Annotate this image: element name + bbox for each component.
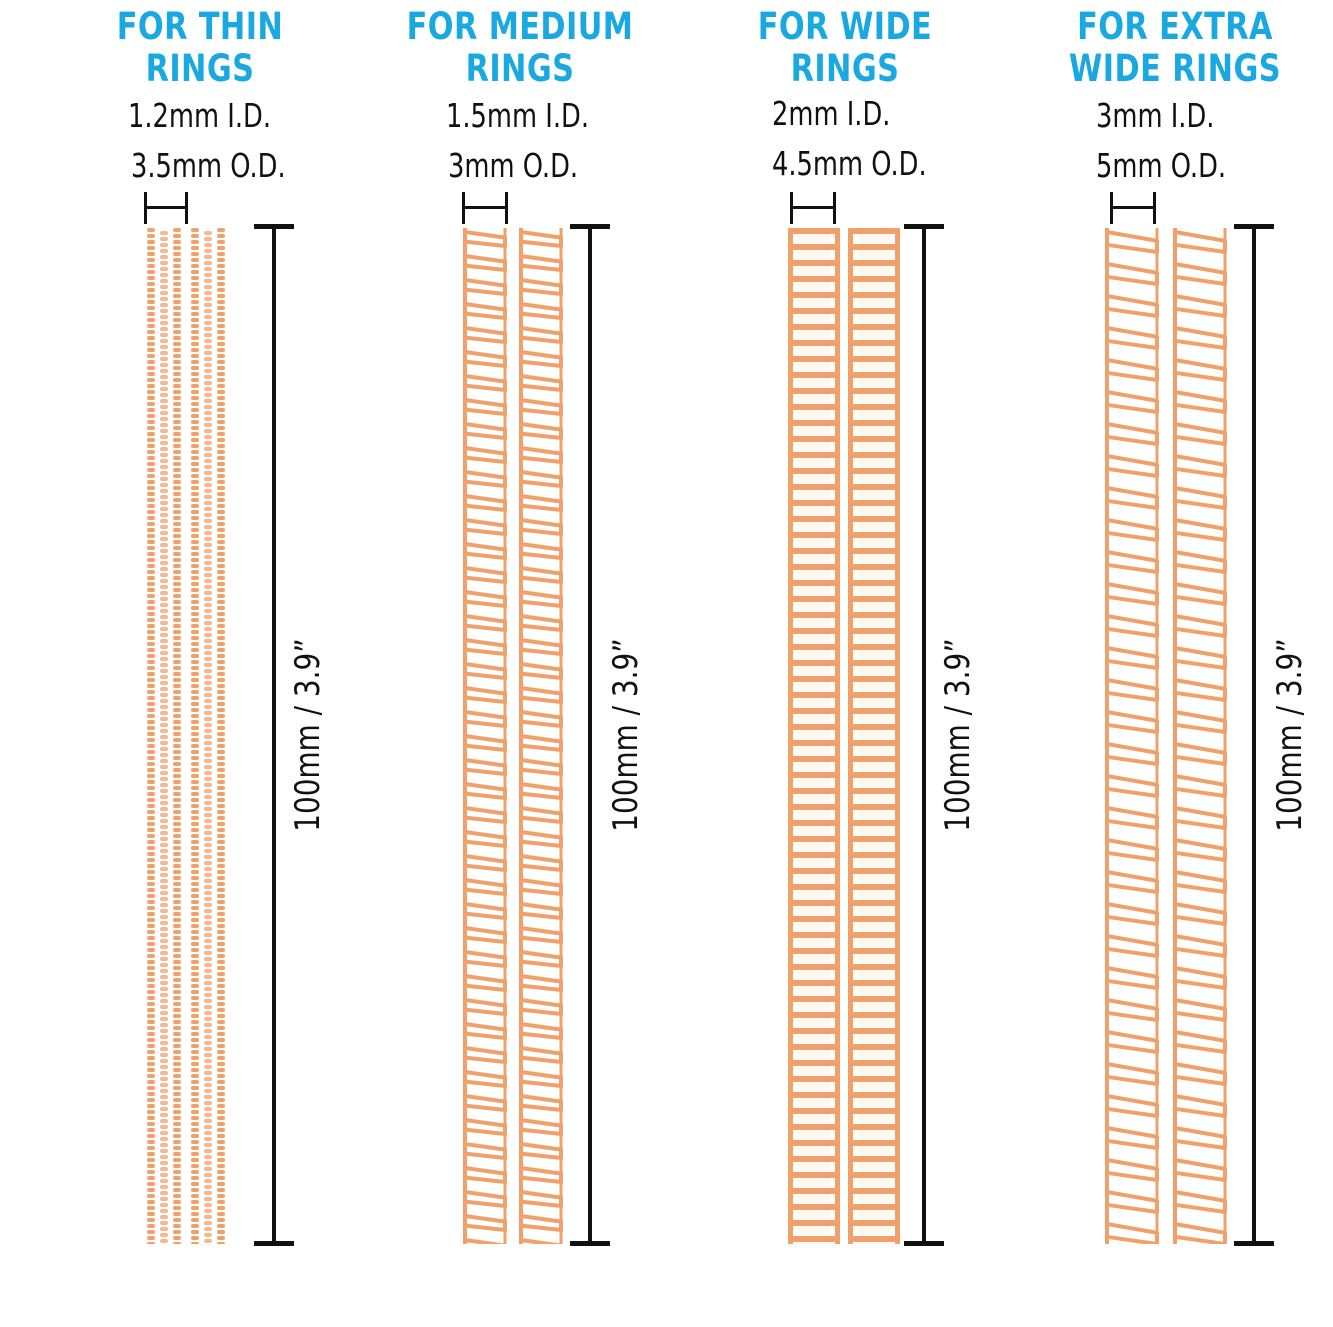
outer-diameter-label: 4.5mm O.D. — [772, 144, 927, 183]
spring-left — [788, 228, 840, 1244]
product-wide-rings: FOR WIDE RINGS 2mm I.D. 4.5mm O.D. 100mm… — [660, 0, 990, 1327]
diameter-indicator — [462, 192, 508, 224]
spring-coil-drawing — [147, 228, 181, 1244]
spring-right — [190, 228, 226, 1244]
diameter-indicator — [790, 192, 836, 224]
group-title: FOR WIDE RINGS — [726, 6, 964, 90]
inner-diameter-label: 1.2mm I.D. — [128, 96, 272, 135]
spring-right — [1172, 228, 1228, 1244]
spring-coil-drawing — [191, 228, 225, 1244]
group-title: FOR EXTRA WIDE RINGS — [1056, 6, 1294, 90]
spring-left — [146, 228, 182, 1244]
spring-right — [518, 228, 564, 1244]
spring-left — [1104, 228, 1160, 1244]
product-medium-rings: FOR MEDIUM RINGS 1.5mm I.D. 3mm O.D. 100… — [330, 0, 660, 1327]
spring-coil-drawing — [1105, 228, 1159, 1244]
inner-diameter-label: 2mm I.D. — [772, 94, 891, 133]
title-line-1: FOR THIN — [116, 5, 284, 48]
outer-diameter-label: 3.5mm O.D. — [131, 146, 286, 185]
length-ruler — [1234, 224, 1274, 1246]
length-ruler — [570, 224, 610, 1246]
product-extra-wide-rings: FOR EXTRA WIDE RINGS 3mm I.D. 5mm O.D. 1… — [990, 0, 1320, 1327]
diameter-indicator — [1110, 192, 1156, 224]
inner-diameter-label: 1.5mm I.D. — [446, 96, 590, 135]
inner-diameter-label: 3mm I.D. — [1096, 96, 1215, 135]
diameter-indicator — [144, 192, 188, 224]
group-title: FOR THIN RINGS — [85, 6, 315, 90]
title-line-2: RINGS — [790, 47, 900, 90]
length-ruler — [254, 224, 294, 1246]
outer-diameter-label: 3mm O.D. — [448, 146, 579, 185]
title-line-2: RINGS — [465, 47, 575, 90]
spring-left — [462, 228, 508, 1244]
spring-coil-drawing — [848, 228, 900, 1244]
length-ruler — [904, 224, 944, 1246]
spring-coil-drawing — [1173, 228, 1227, 1244]
group-title: FOR MEDIUM RINGS — [397, 6, 643, 90]
title-line-1: FOR MEDIUM — [406, 5, 634, 48]
spring-coil-drawing — [463, 228, 507, 1244]
title-line-2: WIDE RINGS — [1068, 47, 1282, 90]
title-line-1: FOR EXTRA — [1077, 5, 1273, 48]
spring-coil-drawing — [519, 228, 563, 1244]
title-line-1: FOR WIDE — [757, 5, 933, 48]
spring-coil-drawing — [788, 228, 840, 1244]
spring-right — [848, 228, 900, 1244]
product-thin-rings: FOR THIN RINGS 1.2mm I.D. 3.5mm O.D. 100… — [0, 0, 330, 1327]
outer-diameter-label: 5mm O.D. — [1096, 146, 1227, 185]
title-line-2: RINGS — [145, 47, 255, 90]
